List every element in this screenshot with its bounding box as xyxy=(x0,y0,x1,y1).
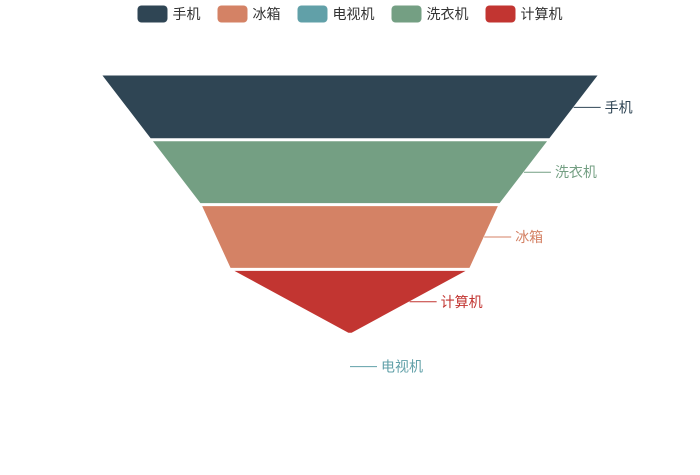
legend-item[interactable]: 洗衣机 xyxy=(391,5,469,24)
legend-swatch xyxy=(137,5,168,23)
funnel-segment[interactable] xyxy=(150,140,550,205)
segment-label: 计算机 xyxy=(441,295,483,311)
legend-swatch xyxy=(217,5,248,23)
legend-swatch xyxy=(391,5,422,23)
funnel-segment[interactable] xyxy=(200,205,500,269)
legend-swatch xyxy=(297,5,328,23)
legend-label: 电视机 xyxy=(333,7,375,23)
funnel-segment[interactable] xyxy=(232,269,468,334)
legend-item[interactable]: 冰箱 xyxy=(217,5,281,24)
legend-item[interactable]: 手机 xyxy=(137,5,201,24)
legend[interactable]: 手机 冰箱 电视机 洗衣机 计算机 xyxy=(137,5,563,24)
legend-label: 计算机 xyxy=(521,7,563,23)
legend-label: 洗衣机 xyxy=(427,7,469,23)
legend-label: 冰箱 xyxy=(253,7,281,23)
legend-item[interactable]: 计算机 xyxy=(485,5,563,24)
segment-label: 电视机 xyxy=(381,360,423,376)
legend-item[interactable]: 电视机 xyxy=(297,5,375,24)
legend-label: 手机 xyxy=(173,7,201,23)
funnel-segments xyxy=(100,74,600,399)
funnel-segment[interactable] xyxy=(100,74,600,140)
segment-label: 洗衣机 xyxy=(555,165,597,181)
legend-swatch xyxy=(485,5,516,23)
segment-label: 冰箱 xyxy=(515,230,543,246)
segment-label: 手机 xyxy=(605,100,633,116)
